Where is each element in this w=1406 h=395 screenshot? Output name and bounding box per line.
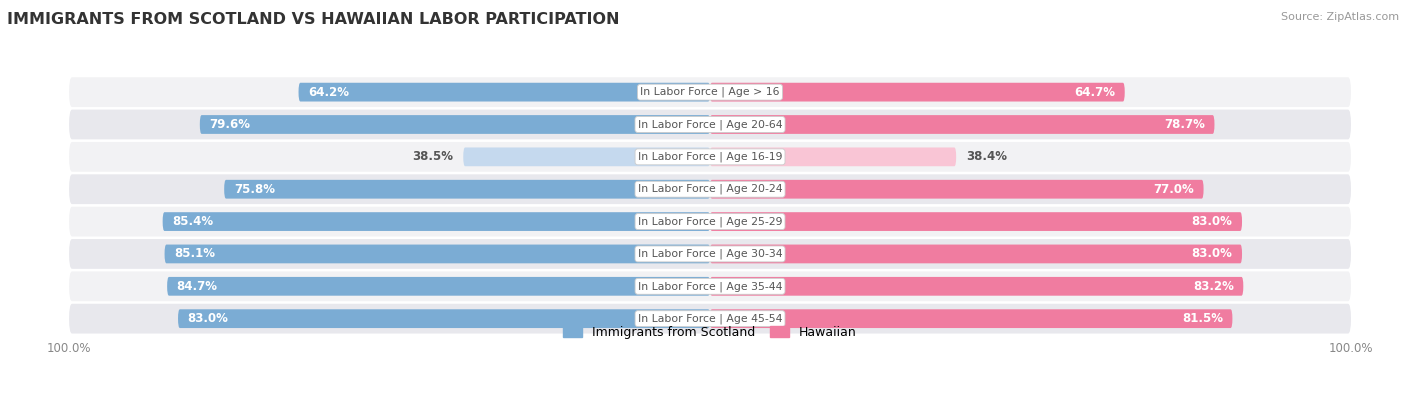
FancyBboxPatch shape — [710, 245, 1241, 263]
FancyBboxPatch shape — [69, 142, 1351, 172]
FancyBboxPatch shape — [163, 212, 710, 231]
FancyBboxPatch shape — [200, 115, 710, 134]
Legend: Immigrants from Scotland, Hawaiian: Immigrants from Scotland, Hawaiian — [564, 326, 856, 339]
Text: 83.2%: 83.2% — [1192, 280, 1233, 293]
Text: 85.4%: 85.4% — [173, 215, 214, 228]
Text: 83.0%: 83.0% — [187, 312, 229, 325]
Text: In Labor Force | Age 45-54: In Labor Force | Age 45-54 — [638, 313, 782, 324]
FancyBboxPatch shape — [710, 180, 1204, 199]
FancyBboxPatch shape — [298, 83, 710, 102]
Text: 83.0%: 83.0% — [1191, 247, 1233, 260]
Text: In Labor Force | Age 16-19: In Labor Force | Age 16-19 — [638, 152, 782, 162]
Text: IMMIGRANTS FROM SCOTLAND VS HAWAIIAN LABOR PARTICIPATION: IMMIGRANTS FROM SCOTLAND VS HAWAIIAN LAB… — [7, 12, 620, 27]
Text: 84.7%: 84.7% — [177, 280, 218, 293]
Text: 64.7%: 64.7% — [1074, 86, 1115, 99]
FancyBboxPatch shape — [463, 147, 710, 166]
FancyBboxPatch shape — [69, 109, 1351, 139]
FancyBboxPatch shape — [710, 212, 1241, 231]
FancyBboxPatch shape — [710, 309, 1233, 328]
FancyBboxPatch shape — [165, 245, 710, 263]
Text: In Labor Force | Age 20-24: In Labor Force | Age 20-24 — [638, 184, 782, 194]
FancyBboxPatch shape — [167, 277, 710, 296]
Text: In Labor Force | Age 30-34: In Labor Force | Age 30-34 — [638, 249, 782, 259]
FancyBboxPatch shape — [179, 309, 710, 328]
FancyBboxPatch shape — [224, 180, 710, 199]
Text: Source: ZipAtlas.com: Source: ZipAtlas.com — [1281, 12, 1399, 22]
Text: 64.2%: 64.2% — [308, 86, 349, 99]
FancyBboxPatch shape — [69, 239, 1351, 269]
Text: In Labor Force | Age > 16: In Labor Force | Age > 16 — [640, 87, 780, 98]
FancyBboxPatch shape — [710, 277, 1243, 296]
Text: In Labor Force | Age 35-44: In Labor Force | Age 35-44 — [638, 281, 782, 292]
Text: In Labor Force | Age 25-29: In Labor Force | Age 25-29 — [638, 216, 782, 227]
Text: 38.4%: 38.4% — [966, 150, 1007, 164]
FancyBboxPatch shape — [69, 77, 1351, 107]
FancyBboxPatch shape — [69, 304, 1351, 333]
FancyBboxPatch shape — [69, 207, 1351, 237]
Text: In Labor Force | Age 20-64: In Labor Force | Age 20-64 — [638, 119, 782, 130]
FancyBboxPatch shape — [69, 174, 1351, 204]
FancyBboxPatch shape — [710, 115, 1215, 134]
Text: 78.7%: 78.7% — [1164, 118, 1205, 131]
FancyBboxPatch shape — [710, 147, 956, 166]
FancyBboxPatch shape — [69, 271, 1351, 301]
Text: 75.8%: 75.8% — [233, 183, 274, 196]
FancyBboxPatch shape — [710, 83, 1125, 102]
Text: 79.6%: 79.6% — [209, 118, 250, 131]
Text: 38.5%: 38.5% — [412, 150, 454, 164]
Text: 81.5%: 81.5% — [1182, 312, 1223, 325]
Text: 77.0%: 77.0% — [1153, 183, 1194, 196]
Text: 83.0%: 83.0% — [1191, 215, 1233, 228]
Text: 85.1%: 85.1% — [174, 247, 215, 260]
